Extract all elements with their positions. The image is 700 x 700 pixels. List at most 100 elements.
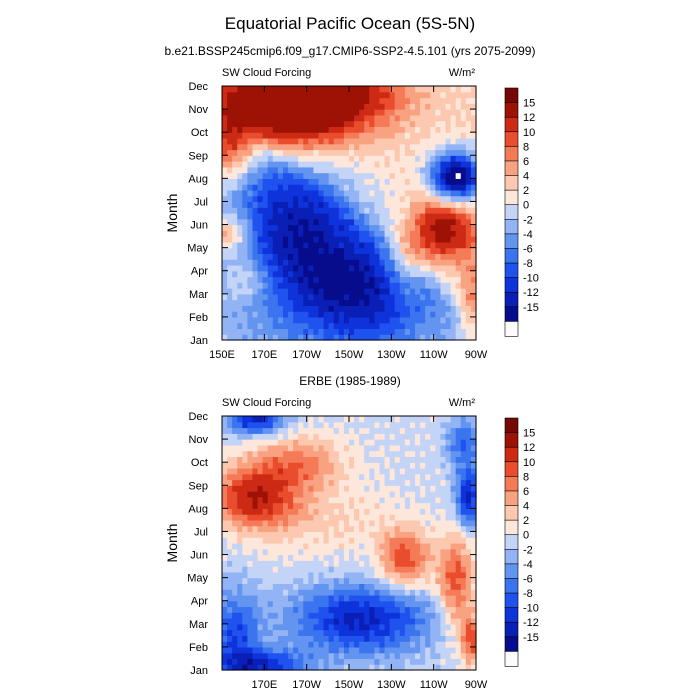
- heatmap-cell: [222, 282, 228, 289]
- heatmap-cell: [415, 305, 421, 312]
- heatmap-cell: [399, 109, 406, 116]
- heatmap-cell: [313, 103, 320, 110]
- heatmap-cell: [379, 525, 386, 533]
- heatmap-cell: [415, 322, 421, 330]
- heatmap-cell: [425, 322, 431, 330]
- heatmap-cell: [333, 149, 340, 156]
- heatmap-cell: [465, 247, 472, 255]
- heatmap-cell: [470, 433, 477, 440]
- heatmap-cell: [420, 86, 426, 93]
- heatmap-cell: [450, 207, 457, 214]
- heatmap-cell: [359, 554, 365, 561]
- heatmap-cell: [282, 589, 289, 596]
- heatmap-cell: [404, 247, 411, 255]
- heatmap-cell: [435, 629, 442, 636]
- heatmap-cell: [450, 316, 457, 324]
- heatmap-cell: [227, 444, 233, 452]
- heatmap-cell: [359, 270, 365, 278]
- heatmap-cells: [222, 416, 477, 671]
- heatmap-cell: [247, 201, 254, 208]
- heatmap-cell: [415, 467, 421, 475]
- heatmap-cell: [282, 571, 289, 579]
- heatmap-cell: [425, 658, 431, 665]
- heatmap-cell: [272, 178, 279, 185]
- heatmap-cell: [445, 288, 452, 295]
- heatmap-cell: [247, 571, 254, 579]
- heatmap-cell: [313, 629, 320, 636]
- heatmap-cell: [359, 132, 365, 139]
- heatmap-cell: [252, 439, 259, 446]
- heatmap-cell: [354, 456, 360, 463]
- heatmap-cell: [430, 311, 436, 318]
- heatmap-cell: [430, 137, 436, 145]
- heatmap-cell: [435, 473, 442, 481]
- heatmap-cell: [359, 224, 365, 231]
- heatmap-cell: [267, 444, 274, 452]
- heatmap-cell: [354, 560, 360, 567]
- heatmap-cell: [384, 473, 391, 481]
- heatmap-cell: [318, 519, 325, 527]
- heatmap-cell: [313, 439, 320, 446]
- heatmap-cell: [277, 334, 284, 341]
- heatmap-cell: [247, 646, 254, 654]
- heatmap-cell: [420, 594, 426, 602]
- heatmap-cell: [349, 554, 355, 561]
- heatmap-cell: [242, 646, 248, 654]
- heatmap-cell: [389, 664, 396, 671]
- heatmap-cell: [455, 600, 462, 608]
- heatmap-cell: [288, 444, 294, 452]
- heatmap-cell: [425, 467, 431, 475]
- heatmap-cell: [293, 571, 299, 579]
- heatmap-cell: [359, 646, 365, 654]
- colorbar-swatch: [504, 131, 519, 147]
- heatmap-cell: [420, 548, 426, 556]
- heatmap-cell: [288, 496, 294, 504]
- heatmap-cell: [227, 218, 233, 226]
- heatmap-cell: [399, 514, 406, 521]
- heatmap-cell: [227, 288, 233, 295]
- heatmap-cell: [277, 149, 284, 156]
- heatmap-cell: [252, 305, 259, 312]
- heatmap-cell: [298, 126, 304, 133]
- heatmap-cell: [262, 241, 269, 249]
- heatmap-cell: [465, 658, 472, 665]
- heatmap-cell: [359, 299, 365, 306]
- heatmap-cell: [288, 259, 294, 266]
- heatmap-cell: [394, 496, 401, 504]
- heatmap-cell: [384, 571, 391, 579]
- heatmap-cell: [282, 184, 289, 191]
- heatmap-cell: [308, 531, 315, 538]
- heatmap-cell: [232, 334, 238, 341]
- heatmap-cell: [415, 589, 421, 596]
- heatmap-cell: [379, 184, 386, 191]
- heatmap-cell: [257, 161, 264, 168]
- heatmap-cell: [237, 201, 243, 208]
- heatmap-cell: [420, 421, 426, 429]
- heatmap-cell: [328, 462, 335, 469]
- heatmap-cell: [313, 184, 320, 191]
- colorbar-label: -10: [523, 273, 539, 285]
- heatmap-cell: [257, 322, 264, 330]
- heatmap-cell: [455, 224, 462, 231]
- heatmap-cell: [338, 322, 345, 330]
- heatmap-cell: [430, 548, 436, 556]
- heatmap-cell: [282, 594, 289, 602]
- heatmap-cell: [374, 282, 381, 289]
- heatmap-cell: [247, 149, 254, 156]
- heatmap-cell: [455, 276, 462, 283]
- heatmap-cell: [242, 230, 248, 237]
- heatmap-cell: [252, 606, 259, 613]
- heatmap-cell: [425, 594, 431, 602]
- heatmap-cell: [257, 589, 264, 596]
- heatmap-cell: [389, 247, 396, 255]
- heatmap-cell: [384, 172, 391, 179]
- heatmap-cell: [277, 172, 284, 179]
- heatmap-cell: [354, 282, 360, 289]
- heatmap-cell: [323, 473, 330, 481]
- heatmap-cell: [252, 270, 259, 278]
- heatmap-cell: [399, 646, 406, 654]
- heatmap-cell: [430, 450, 436, 458]
- heatmap-cell: [293, 241, 299, 249]
- heatmap-cell: [425, 270, 431, 278]
- heatmap-cell: [389, 253, 396, 260]
